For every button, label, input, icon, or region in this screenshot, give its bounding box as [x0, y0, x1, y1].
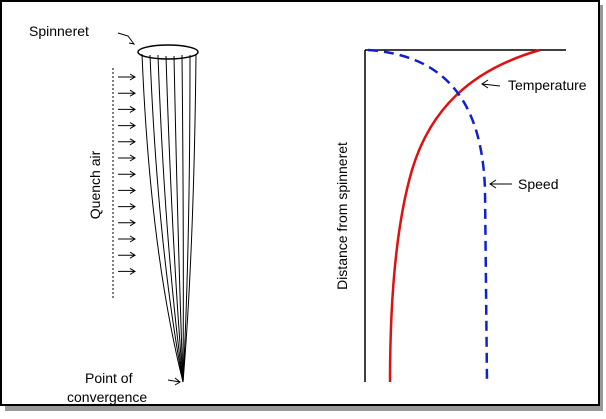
quench-arrow — [118, 251, 136, 259]
quench-arrow — [118, 154, 136, 162]
speed-label: Speed — [518, 176, 558, 192]
spinneret-pointer — [117, 32, 136, 45]
spinneret — [137, 44, 199, 60]
quench-arrow — [118, 203, 136, 211]
convergence-pointer — [167, 377, 181, 386]
fibers — [141, 53, 197, 383]
quench-arrow — [118, 235, 136, 243]
quench-arrow — [118, 267, 136, 275]
distance-axis-label: Distance from spinneret — [334, 142, 350, 290]
quench-arrow — [118, 73, 136, 81]
quench-arrow — [118, 105, 136, 113]
quench-arrow — [118, 89, 136, 97]
convergence-label-1: Point of — [85, 370, 133, 386]
frame — [0, 0, 600, 406]
quench-arrows — [118, 73, 136, 275]
quench-arrow — [118, 186, 136, 194]
quench-arrow — [118, 138, 136, 146]
quench-air-label: Quench air — [87, 150, 103, 219]
temperature-label: Temperature — [508, 77, 587, 93]
quench-arrow — [118, 219, 136, 227]
temperature-pointer — [481, 79, 501, 89]
quench-arrow — [118, 122, 136, 130]
convergence-label-2: convergence — [67, 389, 147, 405]
quench-arrow — [118, 170, 136, 178]
spinneret-label: Spinneret — [29, 23, 89, 39]
speed-pointer — [489, 179, 512, 189]
temperature-curve — [388, 48, 541, 383]
speed-curve — [367, 48, 489, 383]
